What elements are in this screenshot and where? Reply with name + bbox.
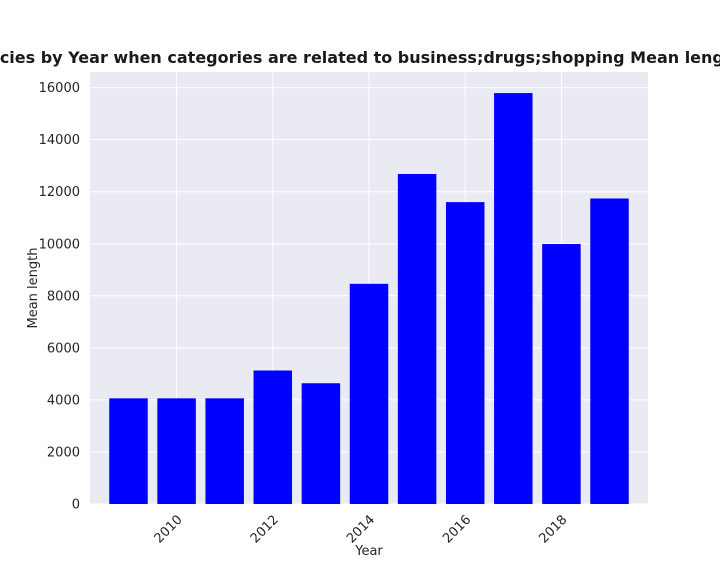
- y-tick-label: 16000: [39, 81, 80, 96]
- chart-title: Mean length in privacy policies by Year …: [0, 48, 720, 67]
- x-tick-label: 2018: [536, 512, 570, 546]
- x-axis-ticks: 2010 2012 2014 2016 2018: [152, 512, 571, 546]
- y-tick-label: 2000: [47, 445, 80, 460]
- bar-2016: [445, 202, 485, 504]
- x-tick-label: 2010: [152, 512, 186, 546]
- bar-2017: [494, 93, 533, 504]
- bar-2018: [542, 244, 581, 504]
- y-axis-ticks: 0 2000 4000 6000 8000 10000 12000 14000 16000: [39, 81, 80, 512]
- bar-2011: [205, 398, 244, 504]
- bar-2012: [253, 370, 293, 504]
- x-tick-label: 2016: [440, 512, 474, 546]
- x-tick-label: 2014: [344, 512, 378, 546]
- x-axis-label: Year: [354, 544, 383, 559]
- y-axis-label: Mean length: [26, 248, 41, 329]
- y-tick-label: 0: [72, 498, 80, 513]
- y-tick-label: 4000: [47, 393, 80, 408]
- bar-2013: [301, 383, 341, 504]
- y-tick-label: 12000: [39, 185, 80, 200]
- bar-2019: [590, 198, 629, 504]
- y-tick-label: 14000: [39, 133, 80, 148]
- bars: [109, 93, 629, 504]
- y-tick-label: 6000: [47, 341, 80, 356]
- x-tick-label: 2012: [248, 512, 282, 546]
- bar-2010: [157, 398, 196, 504]
- y-tick-label: 10000: [39, 237, 80, 252]
- bar-2015: [397, 174, 437, 504]
- y-tick-label: 8000: [47, 289, 80, 304]
- bar-2014: [349, 283, 389, 504]
- bar-2009: [109, 398, 148, 504]
